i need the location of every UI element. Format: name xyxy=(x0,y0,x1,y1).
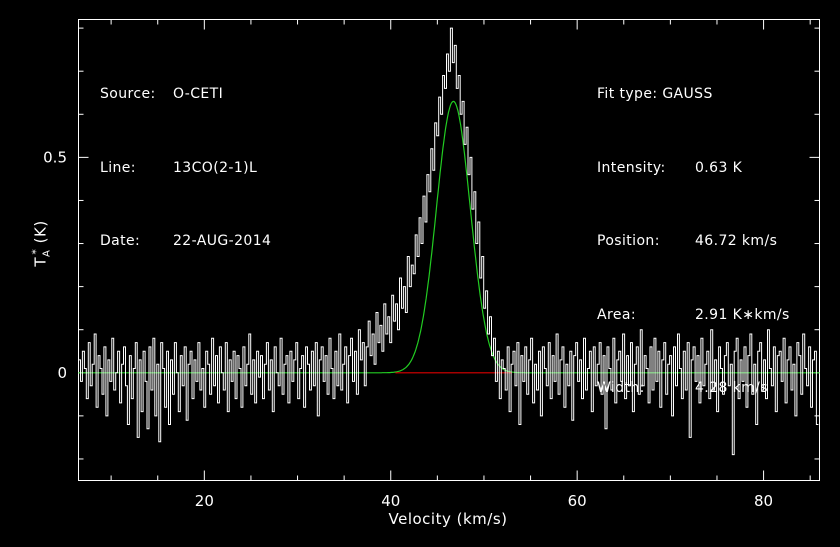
fit-type-row: Fit type: GAUSS xyxy=(597,86,713,102)
x-axis-label: Velocity (km/s) xyxy=(389,510,508,528)
info-line-row: Line: 13CO(2-1)L xyxy=(100,159,258,176)
fit-width-row: Width: 4.28 km/s xyxy=(597,380,768,396)
y-tick-label: 0.5 xyxy=(43,148,67,166)
fit-intensity-row: Intensity: 0.63 K xyxy=(597,159,743,176)
x-tick-label: 80 xyxy=(754,492,773,510)
fit-results: Fit type: GAUSS Intensity: 0.63 K Positio… xyxy=(597,33,790,425)
x-tick-label: 40 xyxy=(381,492,400,510)
info-date-row: Date: 22-AUG-2014 xyxy=(100,233,272,249)
info-source-row: Source: O-CETI xyxy=(100,86,224,102)
x-tick-label: 60 xyxy=(568,492,587,510)
axis-tick-labels: 20 40 60 80 0 0.5 xyxy=(43,148,773,510)
spectrum-histogram xyxy=(78,27,819,456)
plot-frame xyxy=(78,19,820,481)
y-tick-label: 0 xyxy=(57,364,67,382)
fit-area-row: Area: 2.91 K∗km/s xyxy=(597,306,790,323)
x-tick-label: 20 xyxy=(195,492,214,510)
observation-info: Source: O-CETI Line: 13CO(2-1)L Date: 22-AU… xyxy=(100,33,271,278)
fit-position-row: Position: 46.72 km/s xyxy=(597,233,778,249)
y-axis-label: TA* (K) xyxy=(29,220,53,267)
